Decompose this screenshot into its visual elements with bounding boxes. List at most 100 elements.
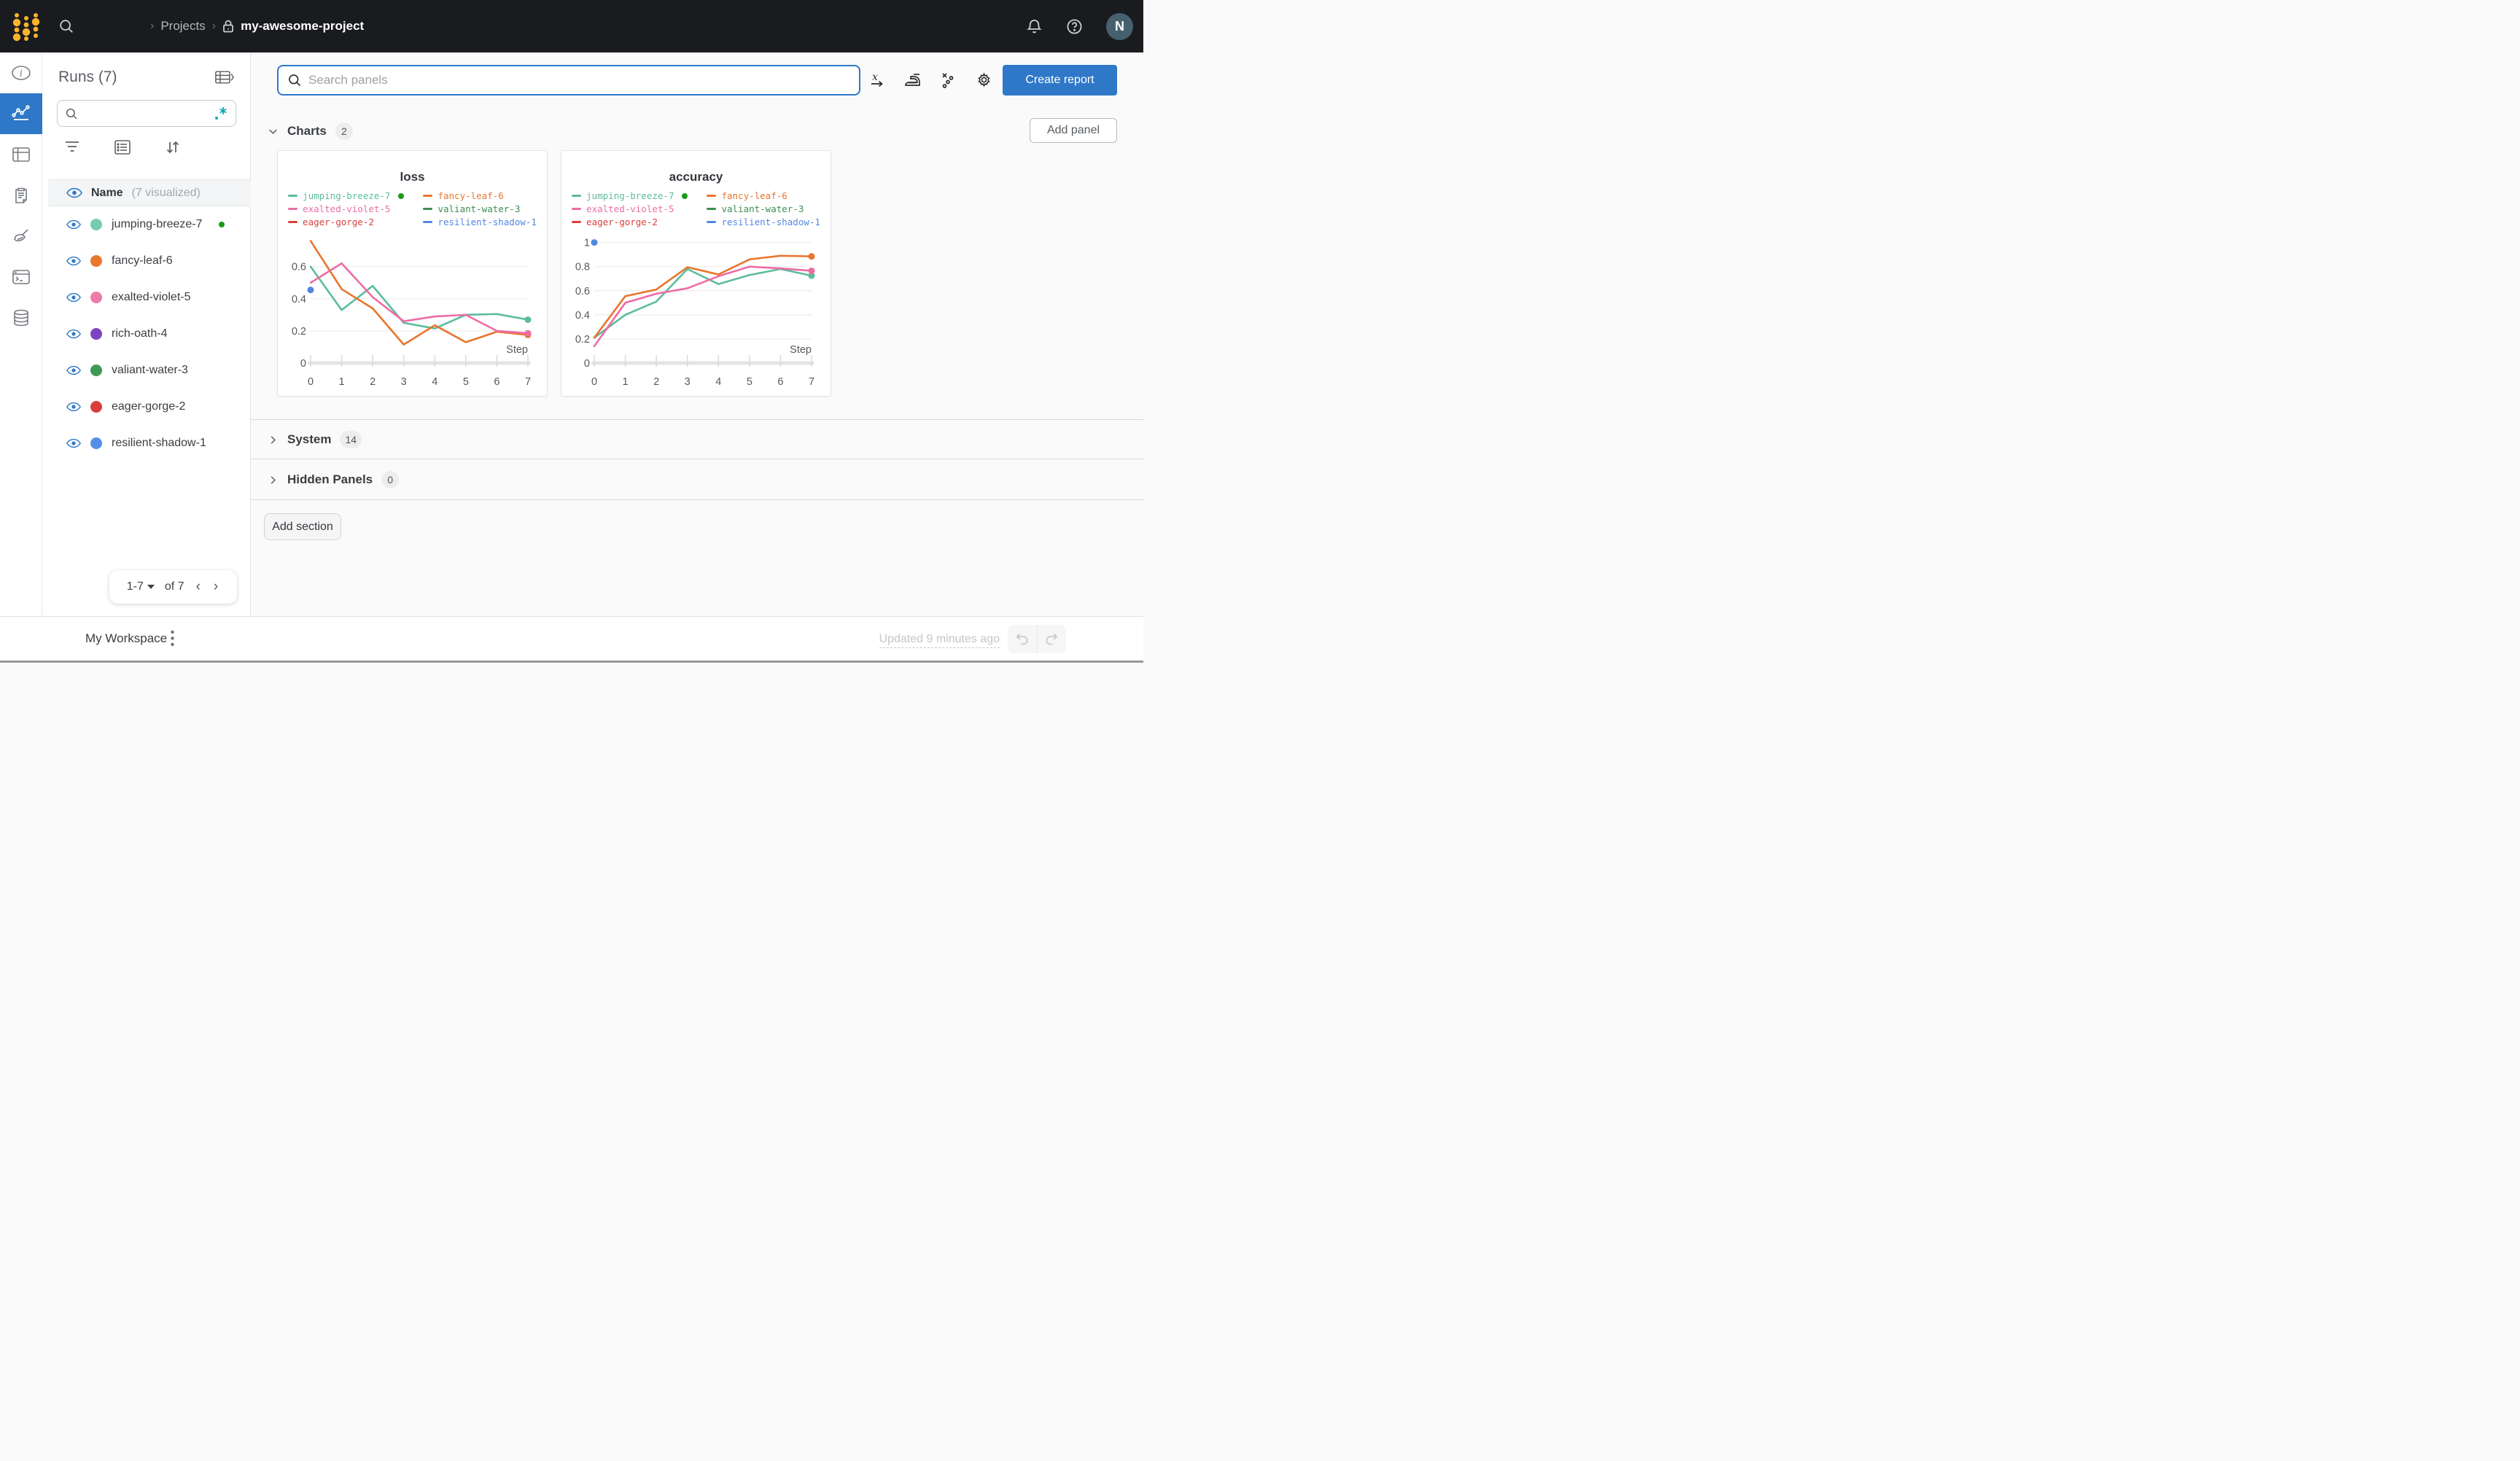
notifications-bell-icon[interactable] — [1026, 18, 1043, 35]
system-section-label: System — [287, 432, 332, 446]
lock-icon — [222, 20, 234, 33]
loss-chart-panel[interactable]: loss jumping-breeze-7 fancy-leaf-6 exalted… — [277, 150, 548, 397]
legend-item[interactable]: resilient-shadow-1 — [423, 217, 537, 227]
svg-text:0: 0 — [584, 358, 590, 370]
visibility-eye-icon[interactable] — [66, 256, 81, 266]
x-axis-settings-icon[interactable]: x — [869, 72, 885, 88]
chevron-down-icon[interactable] — [268, 126, 279, 137]
visibility-eye-icon[interactable] — [66, 219, 81, 230]
run-row[interactable]: eager-gorge-2 — [48, 389, 251, 425]
window-bottom-edge — [0, 661, 1143, 663]
chevron-right-icon[interactable] — [268, 475, 279, 486]
svg-text:2: 2 — [370, 376, 376, 388]
legend-item[interactable]: fancy-leaf-6 — [707, 190, 820, 201]
redo-button[interactable] — [1038, 625, 1067, 653]
svg-text:0: 0 — [591, 376, 597, 388]
next-page-button[interactable]: › — [213, 579, 219, 594]
legend-run-name: exalted-violet-5 — [586, 203, 674, 214]
system-count-badge: 14 — [340, 431, 362, 448]
wandb-logo-icon[interactable] — [12, 10, 41, 42]
expand-runs-table-button[interactable] — [215, 69, 234, 85]
legend-item[interactable]: exalted-violet-5 — [572, 203, 688, 214]
legend-run-name: exalted-violet-5 — [303, 203, 391, 214]
regex-toggle-icon[interactable] — [214, 106, 228, 122]
page-size-dropdown[interactable]: 1-7 — [127, 580, 155, 593]
run-row[interactable]: resilient-shadow-1 — [48, 425, 251, 461]
workspace-menu-kebab-icon[interactable] — [171, 630, 174, 647]
svg-text:7: 7 — [809, 376, 814, 388]
loss-chart-plot: 0 0.2 0.4 0.6 0 1 2 3 4 5 6 7 Step — [292, 240, 532, 388]
legend-item[interactable]: exalted-violet-5 — [288, 203, 404, 214]
breadcrumb-projects-link[interactable]: Projects — [160, 19, 206, 33]
chevron-right-icon[interactable] — [268, 435, 279, 445]
legend-item[interactable]: fancy-leaf-6 — [423, 190, 536, 201]
create-report-button[interactable]: Create report — [1003, 65, 1117, 96]
run-color-dot — [90, 365, 102, 376]
prev-page-button[interactable]: ‹ — [195, 579, 201, 594]
filter-icon[interactable] — [64, 140, 80, 155]
add-panel-button[interactable]: Add panel — [1030, 118, 1117, 143]
rail-artifacts-button[interactable] — [0, 297, 42, 338]
svg-text:6: 6 — [777, 376, 783, 388]
sort-icon[interactable] — [165, 140, 181, 155]
breadcrumb: › Projects › my-awesome-project — [150, 19, 364, 34]
run-row[interactable]: jumping-breeze-7 — [48, 206, 251, 243]
avatar[interactable]: N — [1106, 12, 1133, 40]
legend-run-name: valiant-water-3 — [721, 203, 804, 214]
database-icon — [12, 309, 30, 327]
visibility-eye-icon[interactable] — [66, 292, 81, 303]
global-search-icon[interactable] — [58, 18, 74, 34]
rail-logs-button[interactable] — [0, 175, 42, 216]
rail-runs-table-button[interactable] — [0, 134, 42, 175]
outliers-scatter-icon[interactable] — [941, 72, 957, 88]
legend-item[interactable]: valiant-water-3 — [707, 203, 820, 214]
undo-button[interactable] — [1008, 625, 1038, 653]
help-icon[interactable] — [1066, 18, 1083, 35]
visibility-eye-icon[interactable] — [66, 402, 81, 412]
visibility-eye-icon[interactable] — [66, 365, 81, 375]
charts-count-badge: 2 — [335, 122, 353, 140]
rail-sweeps-button[interactable] — [0, 216, 42, 257]
run-color-dot — [90, 292, 102, 303]
chart-title: accuracy — [669, 170, 723, 184]
clipboard-icon — [13, 187, 29, 204]
breadcrumb-project-name[interactable]: my-awesome-project — [241, 19, 365, 33]
svg-text:i: i — [20, 69, 23, 79]
legend-item[interactable]: jumping-breeze-7 — [572, 190, 688, 201]
run-row[interactable]: rich-oath-4 — [48, 316, 251, 352]
rail-overview-button[interactable]: i — [0, 52, 42, 93]
legend-run-name: eager-gorge-2 — [586, 217, 658, 227]
line-chart-icon — [12, 104, 31, 123]
settings-gear-icon[interactable] — [976, 71, 992, 89]
run-search-input[interactable] — [84, 107, 208, 120]
run-color-dot — [90, 401, 102, 413]
rail-workspace-button[interactable] — [0, 93, 42, 134]
run-row[interactable]: valiant-water-3 — [48, 352, 251, 389]
legend-item[interactable]: valiant-water-3 — [423, 203, 536, 214]
add-section-button[interactable]: Add section — [264, 513, 341, 540]
svg-text:1: 1 — [623, 376, 629, 388]
run-row[interactable]: fancy-leaf-6 — [48, 243, 251, 279]
group-list-icon[interactable] — [114, 140, 131, 155]
legend-run-name: valiant-water-3 — [438, 203, 521, 214]
svg-text:5: 5 — [747, 376, 752, 388]
run-row[interactable]: exalted-violet-5 — [48, 279, 251, 316]
rail-terminal-button[interactable] — [0, 257, 42, 297]
legend-run-name: eager-gorge-2 — [303, 217, 374, 227]
legend-item[interactable]: resilient-shadow-1 — [707, 217, 820, 227]
legend-item[interactable]: eager-gorge-2 — [572, 217, 688, 227]
topbar: › Projects › my-awesome-project N — [0, 0, 1143, 52]
smoothing-iron-icon[interactable] — [904, 72, 922, 88]
svg-text:7: 7 — [525, 376, 531, 388]
workspace-main: x Create report Charts 2 Add panel loss … — [251, 52, 1143, 616]
visibility-eye-icon[interactable] — [66, 438, 81, 448]
legend-item[interactable]: eager-gorge-2 — [288, 217, 404, 227]
run-name-label: fancy-leaf-6 — [112, 254, 173, 267]
run-name-label: jumping-breeze-7 — [112, 218, 203, 230]
toggle-all-eye-icon[interactable] — [66, 187, 82, 198]
visibility-eye-icon[interactable] — [66, 329, 81, 339]
accuracy-chart-panel[interactable]: accuracy jumping-breeze-7 fancy-leaf-6 exa… — [561, 150, 831, 397]
legend-item[interactable]: jumping-breeze-7 — [288, 190, 405, 201]
panel-search-input[interactable] — [308, 73, 850, 87]
workspace-name[interactable]: My Workspace — [85, 631, 168, 645]
